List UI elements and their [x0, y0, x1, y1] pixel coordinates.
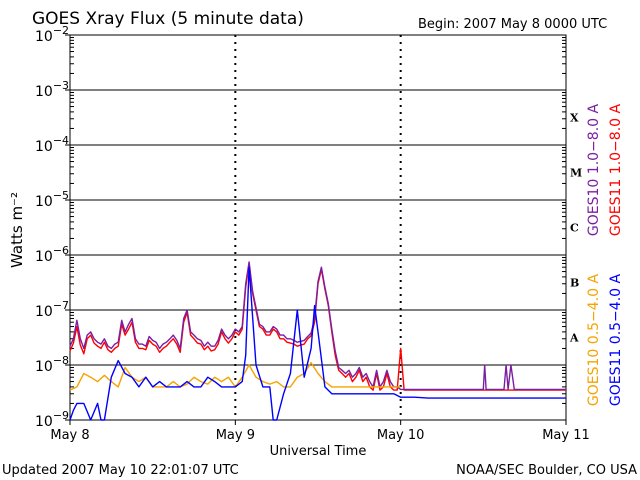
series-line-0 [69, 262, 566, 391]
x-tick-label: May 10 [377, 428, 425, 443]
y-tick-label: 10−8 [35, 354, 69, 375]
flare-class-label: A [569, 332, 579, 345]
flare-class-labels: X M C B A [569, 112, 582, 345]
legend-goes11-short: GOES11 0.5−4.0 A [608, 274, 624, 407]
y-tick-label: 10−5 [35, 189, 69, 210]
series-lines [69, 261, 566, 421]
series-line-1 [69, 261, 566, 391]
updated-label: Updated 2007 May 10 22:01:07 UTC [2, 463, 239, 478]
x-axis-ticks: May 8 May 9 May 10 May 11 [50, 420, 590, 443]
credit-label: NOAA/SEC Boulder, CO USA [456, 463, 637, 478]
legend-goes11-long: GOES11 1.0−8.0 A [608, 104, 624, 237]
y-tick-label: 10−6 [35, 244, 69, 265]
x-axis-label: Universal Time [270, 444, 367, 459]
y-tick-label: 10−7 [35, 299, 69, 320]
flare-class-label: M [570, 167, 582, 180]
y-axis-label: Watts m⁻² [8, 192, 26, 268]
legend-goes10-long: GOES10 1.0−8.0 A [586, 104, 602, 237]
chart-title: GOES Xray Flux (5 minute data) [32, 9, 304, 29]
flare-class-label: C [570, 222, 579, 235]
x-tick-label: May 11 [542, 428, 590, 443]
y-tick-label: 10−3 [35, 79, 69, 100]
begin-label: Begin: 2007 May 8 0000 UTC [418, 17, 607, 32]
series-line-3 [69, 266, 566, 421]
plot-frame [69, 34, 567, 421]
y-tick-label: 10−9 [35, 409, 69, 430]
flare-class-label: B [570, 277, 579, 290]
x-tick-label: May 8 [50, 428, 89, 443]
y-tick-label: 10−4 [35, 134, 69, 155]
y-axis-ticks: 10−210−310−410−510−610−710−810−9 [35, 24, 70, 430]
x-tick-label: May 9 [216, 428, 255, 443]
legend-goes10-short: GOES10 0.5−4.0 A [586, 274, 602, 407]
flare-class-label: X [570, 112, 579, 125]
